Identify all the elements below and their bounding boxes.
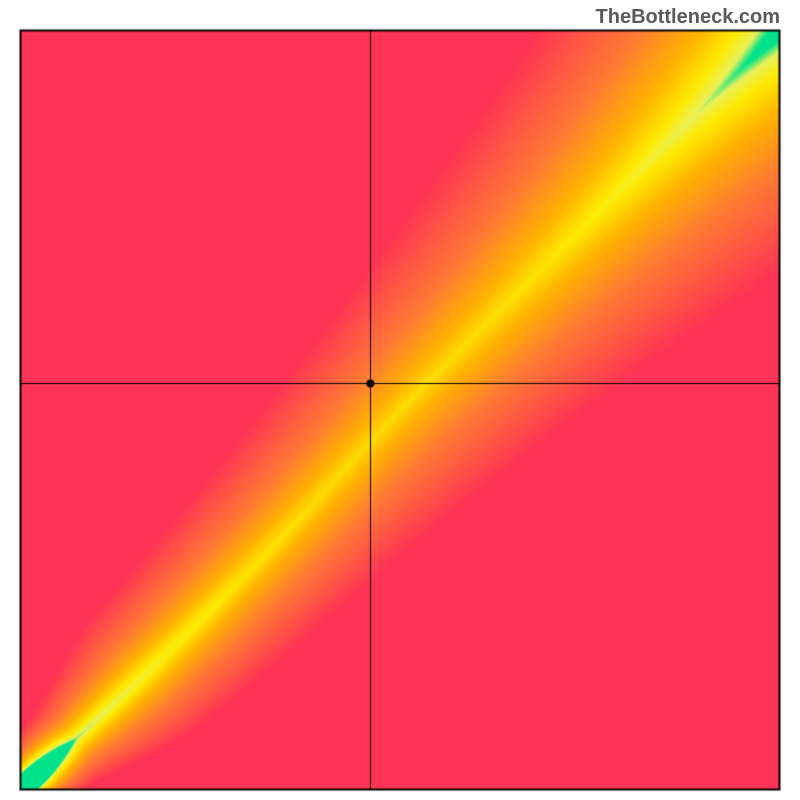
attribution-text: TheBottleneck.com xyxy=(596,6,780,29)
bottleneck-heatmap xyxy=(0,0,800,800)
